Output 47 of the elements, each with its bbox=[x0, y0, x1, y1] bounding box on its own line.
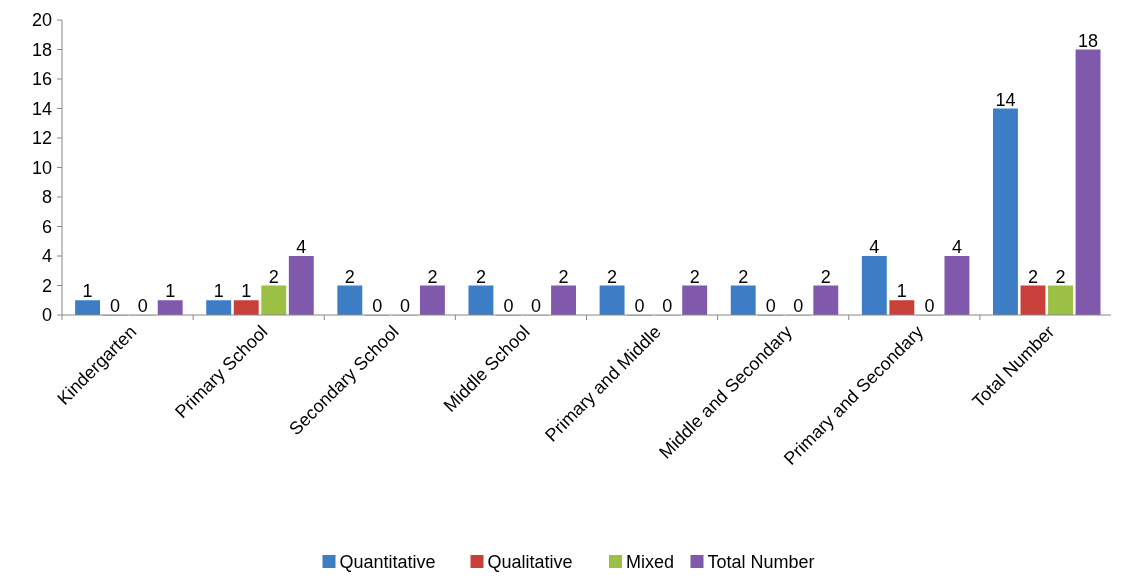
legend-label: Qualitative bbox=[487, 552, 573, 572]
data-label: 2 bbox=[427, 266, 438, 287]
data-label: 0 bbox=[793, 296, 804, 316]
data-label: 1 bbox=[82, 281, 93, 302]
data-label: 0 bbox=[662, 296, 673, 316]
data-label: 0 bbox=[765, 296, 776, 316]
data-label: 1 bbox=[896, 281, 907, 302]
data-label: 1 bbox=[241, 281, 252, 302]
legend-label: Mixed bbox=[626, 552, 675, 572]
data-label: 1 bbox=[213, 281, 224, 302]
data-label: 2 bbox=[738, 266, 749, 287]
data-label: 0 bbox=[634, 296, 645, 316]
y-tick-label: 8 bbox=[41, 187, 52, 208]
y-tick-label: 18 bbox=[31, 39, 52, 60]
data-label: 0 bbox=[137, 296, 148, 316]
legend-label: Total Number bbox=[707, 552, 815, 572]
data-label: 2 bbox=[344, 266, 355, 287]
data-label: 4 bbox=[951, 237, 962, 257]
y-tick-label: 4 bbox=[41, 246, 52, 267]
data-label: 4 bbox=[869, 237, 880, 257]
data-label: 2 bbox=[1027, 266, 1038, 287]
data-label: 0 bbox=[924, 296, 935, 316]
data-label: 2 bbox=[1055, 266, 1066, 287]
data-label: 2 bbox=[607, 266, 618, 287]
y-tick-label: 10 bbox=[31, 157, 52, 178]
data-label: 4 bbox=[296, 237, 307, 257]
data-label: 18 bbox=[1078, 30, 1099, 51]
data-label: 2 bbox=[689, 266, 700, 287]
y-tick-label: 12 bbox=[31, 128, 52, 149]
data-label: 2 bbox=[820, 266, 831, 287]
data-label: 2 bbox=[268, 266, 279, 287]
data-label: 2 bbox=[558, 266, 569, 287]
data-label: 0 bbox=[372, 296, 383, 316]
y-tick-label: 6 bbox=[41, 216, 52, 237]
data-label: 0 bbox=[531, 296, 542, 316]
data-label: 0 bbox=[110, 296, 121, 316]
y-tick-label: 20 bbox=[31, 10, 52, 31]
y-tick-label: 2 bbox=[41, 275, 52, 296]
y-tick-label: 0 bbox=[41, 305, 52, 326]
data-label: 1 bbox=[165, 281, 176, 302]
data-label: 0 bbox=[399, 296, 410, 316]
y-tick-label: 16 bbox=[31, 69, 52, 90]
data-label: 2 bbox=[475, 266, 486, 287]
y-tick-label: 14 bbox=[31, 98, 52, 119]
data-label: 14 bbox=[995, 89, 1016, 110]
data-label: 0 bbox=[503, 296, 514, 316]
legend-label: Quantitative bbox=[339, 552, 436, 572]
